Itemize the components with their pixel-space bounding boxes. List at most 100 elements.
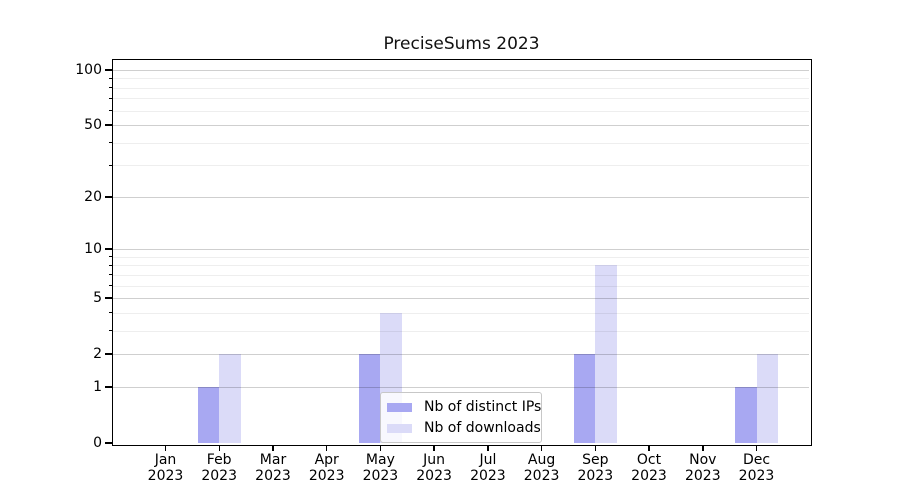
bar-nb-of-downloads-sep	[595, 265, 617, 443]
y-minor-tick-6	[109, 285, 113, 287]
y-minor-tick-30	[109, 164, 113, 166]
y-tick-label-5: 5	[93, 290, 102, 307]
x-tick-oct	[648, 446, 650, 451]
x-tick-label-month-may: May	[365, 452, 395, 468]
y-gridline-20	[113, 196, 809, 198]
x-tick-label-nov: Nov 2023	[671, 452, 735, 484]
x-tick-label-year-jul: 2023	[470, 467, 506, 484]
y-gridline-10	[113, 249, 809, 251]
y-tick-label-2: 2	[93, 346, 102, 363]
plot-area: Nb of distinct IPs Nb of downloads	[113, 60, 809, 443]
x-tick-label-month-jun: Jun	[423, 452, 446, 468]
x-tick-label-year-feb: 2023	[201, 467, 237, 484]
x-tick-label-month-sep: Sep	[582, 452, 609, 468]
chart-title: PreciseSums 2023	[383, 34, 540, 54]
x-tick-label-mar: Mar 2023	[241, 452, 305, 484]
x-tick-label-feb: Feb 2023	[187, 452, 251, 484]
x-tick-mar	[272, 446, 274, 451]
x-tick-label-year-mar: 2023	[255, 467, 291, 484]
y-gridline-minor-30	[113, 165, 809, 167]
x-tick-label-may: May 2023	[348, 452, 412, 484]
x-tick-label-aug: Aug 2023	[510, 452, 574, 484]
x-tick-label-month-aug: Aug	[527, 452, 556, 468]
x-tick-jun	[433, 446, 435, 451]
y-gridline-minor-7	[113, 274, 809, 276]
y-tick-label-10: 10	[84, 241, 102, 258]
x-tick-label-jun: Jun 2023	[402, 452, 466, 484]
x-tick-label-month-mar: Mar	[259, 452, 287, 468]
x-tick-label-month-nov: Nov	[689, 452, 717, 468]
y-tick-20	[105, 196, 112, 198]
y-minor-tick-4	[109, 312, 113, 314]
x-tick-sep	[594, 446, 597, 451]
x-tick-label-month-dec: Dec	[742, 452, 771, 468]
y-gridline-minor-8	[113, 265, 809, 267]
y-minor-tick-7	[109, 274, 113, 276]
x-tick-label-year-jan: 2023	[147, 467, 184, 484]
y-tick-label-0: 0	[93, 435, 102, 451]
x-tick-label-jul: Jul 2023	[456, 452, 520, 484]
x-tick-aug	[540, 446, 543, 451]
x-tick-dec	[755, 446, 758, 451]
x-tick-label-year-jun: 2023	[416, 467, 452, 484]
x-tick-nov	[702, 446, 704, 451]
x-tick-label-dec: Dec 2023	[725, 452, 789, 484]
y-tick-0	[105, 442, 112, 444]
x-tick-label-apr: Apr 2023	[295, 452, 359, 484]
y-gridline-minor-60	[113, 110, 809, 112]
y-gridline-1	[113, 386, 809, 388]
y-gridline-minor-6	[113, 285, 809, 287]
y-tick-2	[105, 353, 112, 355]
x-tick-label-month-jul: Jul	[479, 452, 497, 468]
y-tick-label-1: 1	[93, 378, 102, 395]
y-tick-50	[105, 124, 112, 126]
x-tick-may	[379, 446, 382, 451]
y-minor-tick-90	[109, 77, 113, 79]
bar-nb-of-distinct-ips-may	[358, 354, 381, 443]
y-minor-tick-40	[109, 142, 113, 144]
legend-label-distinct-ips: Nb of distinct IPs	[424, 399, 542, 415]
y-gridline-2	[113, 354, 809, 356]
legend-swatch-distinct-ips	[387, 402, 412, 412]
x-tick-label-oct: Oct 2023	[617, 452, 681, 484]
bar-nb-of-distinct-ips-dec	[735, 386, 757, 443]
legend-item-downloads: Nb of downloads	[387, 420, 541, 436]
x-tick-label-month-feb: Feb	[206, 452, 232, 468]
x-tick-label-month-jan: Jan	[154, 452, 177, 468]
legend-item-distinct-ips: Nb of distinct IPs	[387, 399, 541, 415]
y-gridline-minor-3	[113, 330, 809, 332]
y-tick-label-100: 100	[75, 61, 102, 78]
x-tick-jan	[164, 446, 167, 451]
y-minor-tick-70	[109, 97, 113, 99]
x-tick-label-jan: Jan 2023	[134, 452, 198, 484]
y-minor-tick-9	[109, 256, 113, 258]
x-tick-label-year-dec: 2023	[738, 467, 775, 484]
bar-nb-of-downloads-dec	[756, 354, 778, 443]
y-gridline-minor-90	[113, 78, 809, 80]
y-gridline-minor-40	[113, 142, 809, 144]
x-tick-label-month-apr: Apr	[314, 452, 339, 468]
legend-label-downloads: Nb of downloads	[424, 420, 541, 436]
x-tick-label-year-apr: 2023	[308, 467, 345, 484]
bar-nb-of-distinct-ips-feb	[197, 386, 220, 443]
y-minor-tick-8	[109, 264, 113, 266]
legend: Nb of distinct IPs Nb of downloads	[380, 392, 542, 443]
y-minor-tick-60	[109, 110, 113, 112]
x-tick-label-year-may: 2023	[362, 467, 399, 484]
x-tick-label-year-oct: 2023	[631, 467, 667, 484]
legend-swatch-downloads	[387, 423, 412, 433]
y-gridline-minor-4	[113, 312, 809, 314]
y-tick-1	[105, 386, 112, 388]
bar-nb-of-distinct-ips-sep	[573, 354, 596, 443]
x-tick-label-sep: Sep 2023	[563, 452, 627, 484]
bar-nb-of-downloads-feb	[219, 354, 241, 443]
y-tick-label-20: 20	[84, 188, 102, 205]
x-tick-jul	[487, 446, 489, 451]
y-gridline-minor-9	[113, 256, 809, 258]
y-tick-5	[105, 297, 112, 299]
y-gridline-minor-80	[113, 87, 809, 89]
x-tick-label-year-nov: 2023	[684, 467, 721, 484]
x-tick-label-month-oct: Oct	[636, 452, 662, 468]
y-gridline-100	[113, 69, 809, 71]
